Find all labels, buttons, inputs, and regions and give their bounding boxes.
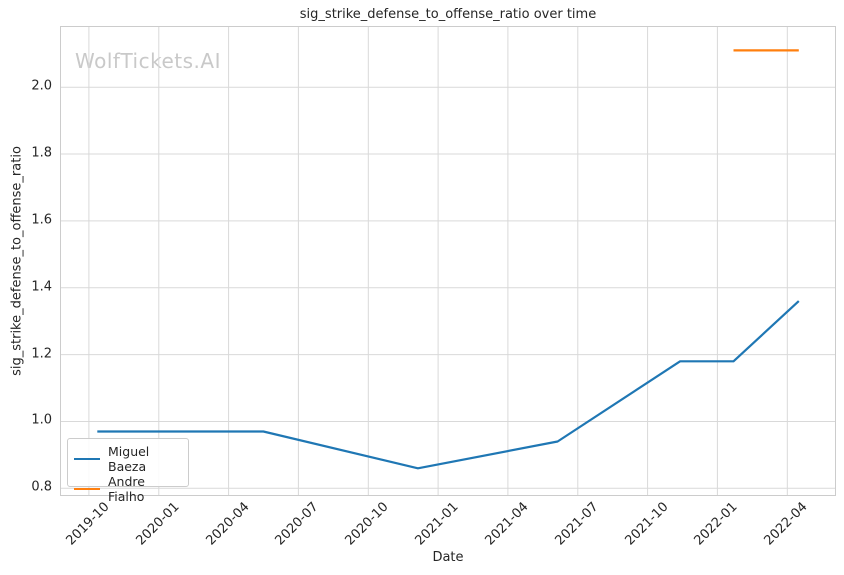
y-axis-label: sig_strike_defense_to_offense_ratio bbox=[9, 146, 25, 376]
x-tick-label: 2020-04 bbox=[203, 499, 253, 549]
y-tick-label: 1.0 bbox=[31, 412, 52, 428]
y-tick-label: 1.4 bbox=[31, 279, 52, 295]
x-tick-label: 2021-07 bbox=[552, 499, 602, 549]
x-tick-label: 2020-07 bbox=[272, 499, 322, 549]
y-tick-label: 0.8 bbox=[31, 479, 52, 495]
series-line-miguel-baeza bbox=[97, 300, 800, 470]
y-tick-label: 1.2 bbox=[31, 346, 52, 362]
plot-area: WolfTickets.AI bbox=[60, 26, 836, 496]
watermark: WolfTickets.AI bbox=[75, 49, 221, 73]
x-tick-label: 2021-04 bbox=[482, 499, 532, 549]
x-tick-label: 2021-10 bbox=[622, 499, 672, 549]
legend-line-swatch bbox=[74, 487, 100, 491]
x-tick-label: 2020-10 bbox=[342, 499, 392, 549]
legend-item: Andre Fialho bbox=[74, 474, 182, 504]
x-axis-label: Date bbox=[432, 550, 464, 565]
legend-label: Miguel Baeza bbox=[108, 444, 150, 474]
x-tick-label: 2022-04 bbox=[761, 499, 811, 549]
chart-title: sig_strike_defense_to_offense_ratio over… bbox=[299, 7, 597, 22]
x-tick-label: 2021-01 bbox=[412, 499, 462, 549]
y-tick-label: 2.0 bbox=[31, 78, 52, 94]
legend-line-swatch bbox=[74, 457, 100, 461]
x-tick-label: 2022-01 bbox=[691, 499, 741, 549]
y-tick-label: 1.8 bbox=[31, 145, 52, 161]
legend-item: Miguel Baeza bbox=[74, 444, 182, 474]
chart-canvas bbox=[61, 27, 835, 495]
legend-label: Andre Fialho bbox=[108, 474, 145, 504]
legend: Miguel Baeza Andre Fialho bbox=[67, 438, 189, 504]
x-tick-label: 2020-01 bbox=[133, 499, 183, 549]
x-tick-label: 2019-10 bbox=[63, 499, 113, 549]
y-tick-label: 1.6 bbox=[31, 212, 52, 228]
